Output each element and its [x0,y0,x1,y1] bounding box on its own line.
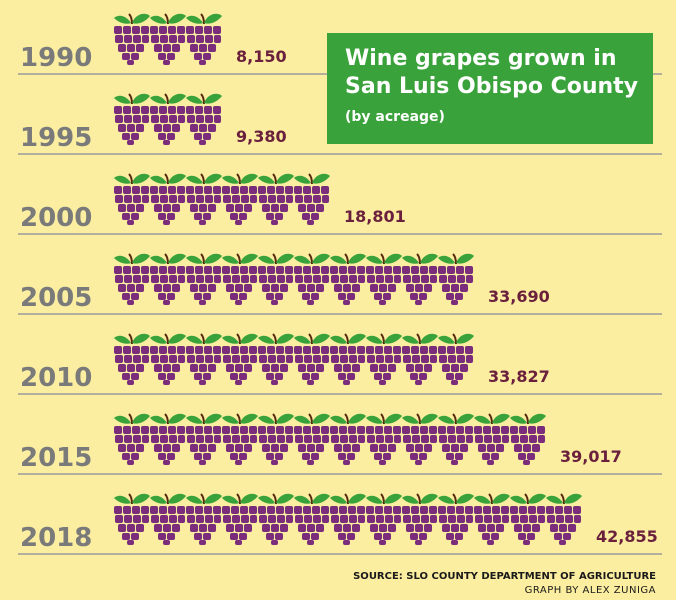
grape-bunch-icon [221,492,259,546]
year-label: 2015 [20,443,92,473]
value-label: 42,855 [596,527,658,546]
grape-bunch-icon [149,12,187,67]
grape-bunch-icon [149,332,187,386]
grape-bunch-icon [113,12,151,67]
grape-bunch-icon [113,252,151,306]
year-label: 2018 [20,523,92,553]
grape-bunch-icon [257,172,295,226]
grape-bunch-icon [329,412,367,466]
bar-2000 [113,172,331,226]
grape-bunch-icon [257,412,295,466]
grape-bunch-icon [329,492,367,546]
credit-note: GRAPH BY ALEX ZUNIGA [524,585,656,596]
grape-bunch-icon [185,492,223,546]
grape-bunch-icon [221,252,259,306]
grape-bunch-icon [149,492,187,546]
grape-bunch-icon [293,492,331,546]
value-label: 33,690 [488,287,550,306]
bar-2018 [113,492,583,546]
grape-bunch-icon [365,412,403,466]
value-label: 9,380 [236,127,287,146]
grape-bunch-icon [293,412,331,466]
grape-bunch-icon [365,492,403,546]
bar-2005 [113,252,475,306]
grape-bunch-icon [221,332,259,386]
bar-2015 [113,412,547,466]
grape-bunch-icon [221,172,259,226]
year-label: 2000 [20,203,92,233]
grape-bunch-icon [401,492,439,546]
bar-1990 [113,12,223,67]
grape-bunch-icon [149,172,187,226]
grape-bunch-icon [401,332,439,386]
grape-bunch-icon [113,172,151,226]
year-label: 2005 [20,283,92,313]
grape-bunch-icon [257,492,295,546]
chart-title: Wine grapes grown in San Luis Obispo Cou… [345,46,639,99]
value-label: 18,801 [344,207,406,226]
value-label: 8,150 [236,47,287,66]
grape-bunch-icon [185,92,223,146]
source-note: SOURCE: SLO COUNTY DEPARTMENT OF AGRICUL… [353,571,656,582]
grape-bunch-icon [293,332,331,386]
grape-bunch-icon [509,412,547,466]
grape-bunch-icon [509,492,547,546]
grape-bunch-icon [185,412,223,466]
grape-bunch-icon [401,252,439,306]
year-label: 1990 [20,43,92,73]
grape-bunch-icon [437,252,475,306]
grape-bunch-icon [221,412,259,466]
grape-bunch-icon [401,412,439,466]
year-label: 2010 [20,363,92,393]
grape-bunch-icon [113,492,151,546]
grape-bunch-icon [365,332,403,386]
grape-bunch-icon [149,252,187,306]
grape-bunch-icon [113,332,151,386]
grape-bunch-icon [113,92,151,146]
grape-bunch-icon [149,92,187,146]
grape-bunch-icon [437,412,475,466]
grape-bunch-icon [329,252,367,306]
grape-bunch-icon [473,412,511,466]
grape-bunch-icon [437,492,475,546]
grape-bunch-icon [545,492,583,546]
grape-bunch-icon [293,172,331,226]
chart-subtitle: (by acreage) [345,109,445,125]
grape-bunch-icon [185,172,223,226]
bar-2010 [113,332,475,386]
grape-bunch-icon [365,252,403,306]
grape-bunch-icon [473,492,511,546]
year-label: 1995 [20,123,92,153]
grape-bunch-icon [293,252,331,306]
value-label: 33,827 [488,367,550,386]
grape-bunch-icon [329,332,367,386]
grape-bunch-icon [257,332,295,386]
grape-bunch-icon [257,252,295,306]
title-box: Wine grapes grown in San Luis Obispo Cou… [327,33,653,144]
grape-bunch-icon [437,332,475,386]
grape-bunch-icon [185,332,223,386]
value-label: 39,017 [560,447,622,466]
grape-bunch-icon [185,252,223,306]
grape-bunch-icon [185,12,223,67]
grape-bunch-icon [149,412,187,466]
grape-bunch-icon [113,412,151,466]
bar-1995 [113,92,223,146]
